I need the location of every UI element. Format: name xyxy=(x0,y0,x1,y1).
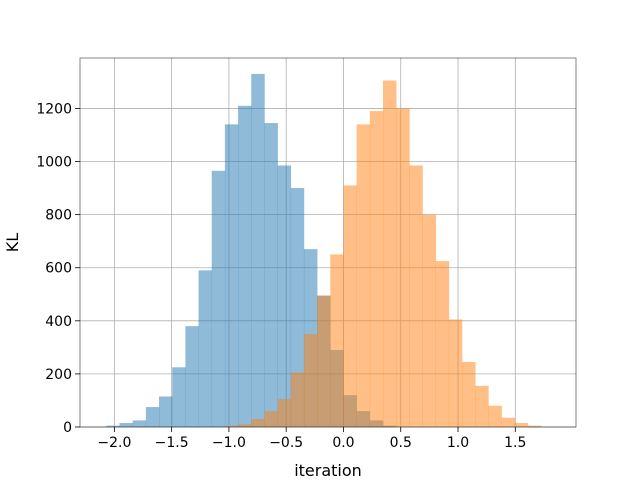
y-axis-label: KL xyxy=(3,233,22,252)
histogram-bar xyxy=(448,319,463,427)
y-tick-label: 0 xyxy=(63,420,72,436)
histogram-bar xyxy=(264,123,278,428)
histogram-bar xyxy=(185,326,199,427)
x-tick-label: 1.0 xyxy=(447,435,469,451)
histogram-bar xyxy=(514,423,529,427)
y-tick-label: 200 xyxy=(45,367,72,383)
x-tick-label: −1.0 xyxy=(212,435,246,451)
histogram-bar xyxy=(501,417,516,427)
histogram-bar xyxy=(396,108,410,428)
x-axis-label: iteration xyxy=(294,461,362,480)
histogram-bar xyxy=(198,270,213,427)
histogram-bars xyxy=(106,73,542,428)
histogram-bar xyxy=(343,185,357,427)
histogram-bar xyxy=(238,424,252,427)
histogram-bar xyxy=(238,105,252,427)
histogram-bar xyxy=(422,214,436,427)
axis-ticks: −2.0 −1.5 −1.0 −0.5 0.0 0.5 1.0 1.5 0 200 400 600 80… xyxy=(36,101,526,451)
histogram-bar xyxy=(527,425,542,427)
x-tick-label: 0.5 xyxy=(390,435,412,451)
y-tick-label: 800 xyxy=(45,208,72,224)
histogram-bar xyxy=(211,170,226,428)
histogram-bar xyxy=(290,188,305,427)
y-tick-label: 600 xyxy=(45,261,72,277)
histogram-bar xyxy=(145,407,160,427)
histogram-bar xyxy=(330,254,344,427)
x-tick-label: −0.5 xyxy=(269,435,303,451)
y-tick-label: 1000 xyxy=(36,155,72,171)
histogram-bar xyxy=(119,423,133,427)
histogram-bar xyxy=(132,420,147,427)
histogram-bar xyxy=(264,411,278,427)
histogram-bar xyxy=(290,372,305,427)
histogram-bar xyxy=(382,80,397,427)
x-tick-label: 1.5 xyxy=(504,435,526,451)
histogram-bar xyxy=(251,73,265,428)
y-tick-label: 400 xyxy=(45,314,72,330)
x-tick-label: 0.0 xyxy=(332,435,354,451)
histogram-bar xyxy=(172,367,186,427)
histogram-bar xyxy=(409,165,423,427)
histogram-bar xyxy=(224,425,239,427)
histogram-bar xyxy=(303,334,318,427)
x-tick-label: −1.5 xyxy=(155,435,189,451)
histogram-bar xyxy=(277,399,292,427)
histogram-bar xyxy=(369,111,384,427)
histogram-bar xyxy=(277,165,292,427)
y-tick-label: 1200 xyxy=(36,101,72,117)
histogram-bar xyxy=(317,295,331,427)
x-tick-label: −2.0 xyxy=(97,435,131,451)
histogram-bar xyxy=(356,124,371,427)
histogram-bar xyxy=(251,419,265,427)
histogram-bar xyxy=(159,396,173,427)
histogram-bar xyxy=(106,425,120,427)
plot-frame xyxy=(79,57,577,428)
histogram-bar xyxy=(475,385,489,427)
histogram-bar xyxy=(224,124,239,427)
series-2 xyxy=(224,80,542,428)
histogram-bar xyxy=(462,361,476,427)
histogram-bar xyxy=(488,405,502,427)
histogram-bar xyxy=(435,261,450,427)
